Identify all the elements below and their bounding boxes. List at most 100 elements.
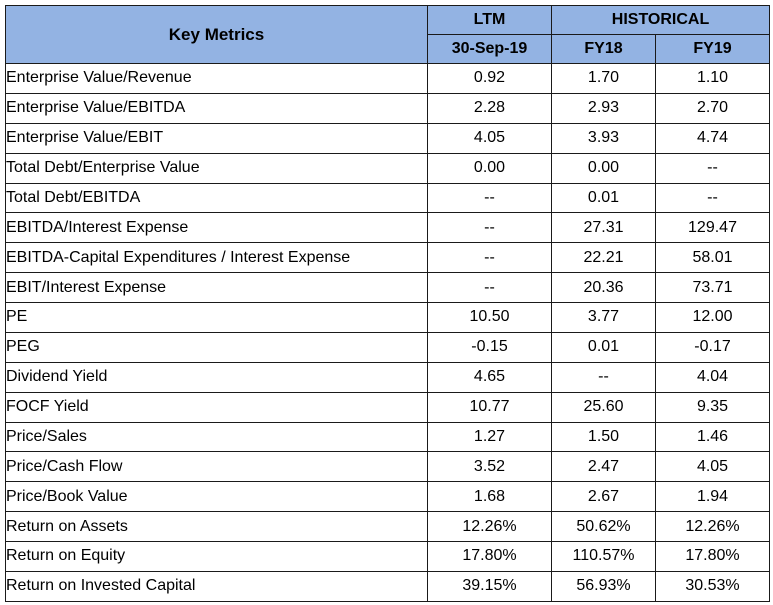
fy19-value: 129.47	[654, 212, 771, 244]
table-row: Enterprise Value/Revenue 0.92 1.70 1.10	[5, 63, 771, 94]
fy19-heading: FY19	[654, 34, 771, 64]
metric-label: Return on Invested Capital	[5, 570, 428, 603]
ltm-value: --	[427, 212, 552, 244]
table-row: EBITDA/Interest Expense -- 27.31 129.47	[5, 212, 771, 244]
metric-label: PEG	[5, 331, 428, 363]
table-row: Dividend Yield 4.65 -- 4.04	[5, 361, 771, 393]
key-metrics-heading: Key Metrics	[5, 5, 428, 64]
fy18-value: --	[551, 361, 656, 393]
fy18-value: 2.93	[551, 92, 656, 124]
ltm-value: 17.80%	[427, 541, 552, 572]
table-row: Price/Cash Flow 3.52 2.47 4.05	[5, 451, 771, 483]
fy18-value: 2.47	[551, 451, 656, 483]
metric-label: EBIT/Interest Expense	[5, 272, 428, 303]
fy18-value: 3.93	[551, 122, 656, 154]
table-row: Return on Equity 17.80% 110.57% 17.80%	[5, 541, 771, 572]
metric-label: Price/Cash Flow	[5, 451, 428, 483]
fy19-value: --	[654, 152, 771, 184]
ltm-value: 0.92	[427, 63, 552, 94]
ltm-value: --	[427, 272, 552, 303]
metric-label: Return on Equity	[5, 541, 428, 572]
table-row: EBITDA-Capital Expenditures / Interest E…	[5, 242, 771, 274]
table-row: EBIT/Interest Expense -- 20.36 73.71	[5, 272, 771, 303]
fy18-value: 1.70	[551, 63, 656, 94]
metric-label: PE	[5, 302, 428, 333]
metric-label: Price/Book Value	[5, 481, 428, 513]
fy18-value: 110.57%	[551, 541, 656, 572]
metric-label: Return on Assets	[5, 511, 428, 542]
table-header: Key Metrics LTM HISTORICAL 30-Sep-19 FY1…	[5, 5, 771, 64]
ltm-value: --	[427, 242, 552, 274]
ltm-value: 1.68	[427, 481, 552, 513]
metric-label: Price/Sales	[5, 421, 428, 453]
table-row: Enterprise Value/EBIT 4.05 3.93 4.74	[5, 122, 771, 154]
historical-heading: HISTORICAL	[550, 5, 771, 35]
fy19-value: 1.10	[654, 63, 771, 94]
fy19-value: --	[654, 182, 771, 214]
fy18-value: 2.67	[551, 481, 656, 513]
fy19-value: 12.26%	[654, 511, 771, 542]
fy18-value: 20.36	[551, 272, 656, 303]
ltm-value: -0.15	[427, 331, 552, 363]
fy18-value: 0.00	[551, 152, 656, 184]
table-row: PE 10.50 3.77 12.00	[5, 302, 771, 333]
table-row: Enterprise Value/EBITDA 2.28 2.93 2.70	[5, 92, 771, 124]
fy18-heading: FY18	[551, 34, 656, 64]
fy19-value: -0.17	[654, 331, 771, 363]
table-row: Return on Invested Capital 39.15% 56.93% 30…	[5, 570, 771, 603]
ltm-value: 2.28	[427, 92, 552, 124]
ltm-heading: LTM	[427, 5, 552, 35]
table-row: FOCF Yield 10.77 25.60 9.35	[5, 391, 771, 423]
fy18-value: 25.60	[551, 391, 656, 423]
metric-label: Total Debt/EBITDA	[5, 182, 428, 214]
fy19-value: 4.05	[654, 451, 771, 483]
ltm-value: 3.52	[427, 451, 552, 483]
ltm-value: 0.00	[427, 152, 552, 184]
fy18-value: 22.21	[551, 242, 656, 274]
fy18-value: 27.31	[551, 212, 656, 244]
table-row: Price/Sales 1.27 1.50 1.46	[5, 421, 771, 453]
ltm-value: 12.26%	[427, 511, 552, 542]
fy19-value: 17.80%	[654, 541, 771, 572]
fy18-value: 3.77	[551, 302, 656, 333]
fy18-value: 50.62%	[551, 511, 656, 542]
metric-label: Enterprise Value/EBIT	[5, 122, 428, 154]
table-body: Enterprise Value/Revenue 0.92 1.70 1.10 Ente…	[5, 63, 771, 603]
metric-label: Enterprise Value/EBITDA	[5, 92, 428, 124]
ltm-date-heading: 30-Sep-19	[427, 34, 552, 64]
table-row: Return on Assets 12.26% 50.62% 12.26%	[5, 511, 771, 542]
fy19-value: 4.74	[654, 122, 771, 154]
metric-label: EBITDA-Capital Expenditures / Interest E…	[5, 242, 428, 274]
fy19-value: 4.04	[654, 361, 771, 393]
header-row-top: Key Metrics LTM HISTORICAL	[5, 5, 771, 64]
ltm-value: 10.50	[427, 302, 552, 333]
ltm-value: 4.65	[427, 361, 552, 393]
metric-label: EBITDA/Interest Expense	[5, 212, 428, 244]
ltm-value: 39.15%	[427, 570, 552, 603]
table-row: Total Debt/Enterprise Value 0.00 0.00 --	[5, 152, 771, 184]
fy18-value: 1.50	[551, 421, 656, 453]
ltm-value: 1.27	[427, 421, 552, 453]
fy18-value: 0.01	[551, 331, 656, 363]
fy19-value: 1.94	[654, 481, 771, 513]
fy18-value: 0.01	[551, 182, 656, 214]
fy19-value: 2.70	[654, 92, 771, 124]
ltm-value: 4.05	[427, 122, 552, 154]
ltm-value: 10.77	[427, 391, 552, 423]
metric-label: Enterprise Value/Revenue	[5, 63, 428, 94]
table-row: Total Debt/EBITDA -- 0.01 --	[5, 182, 771, 214]
key-metrics-table: Key Metrics LTM HISTORICAL 30-Sep-19 FY1…	[5, 5, 771, 603]
ltm-value: --	[427, 182, 552, 214]
table-row: PEG -0.15 0.01 -0.17	[5, 331, 771, 363]
fy19-value: 9.35	[654, 391, 771, 423]
metric-label: Total Debt/Enterprise Value	[5, 152, 428, 184]
header-row-bottom: 30-Sep-19 FY18 FY19	[6, 34, 771, 64]
table-row: Price/Book Value 1.68 2.67 1.94	[5, 481, 771, 513]
fy19-value: 30.53%	[654, 570, 771, 603]
metric-label: FOCF Yield	[5, 391, 428, 423]
fy19-value: 1.46	[654, 421, 771, 453]
fy19-value: 73.71	[654, 272, 771, 303]
fy19-value: 58.01	[654, 242, 771, 274]
metric-label: Dividend Yield	[5, 361, 428, 393]
fy18-value: 56.93%	[551, 570, 656, 603]
